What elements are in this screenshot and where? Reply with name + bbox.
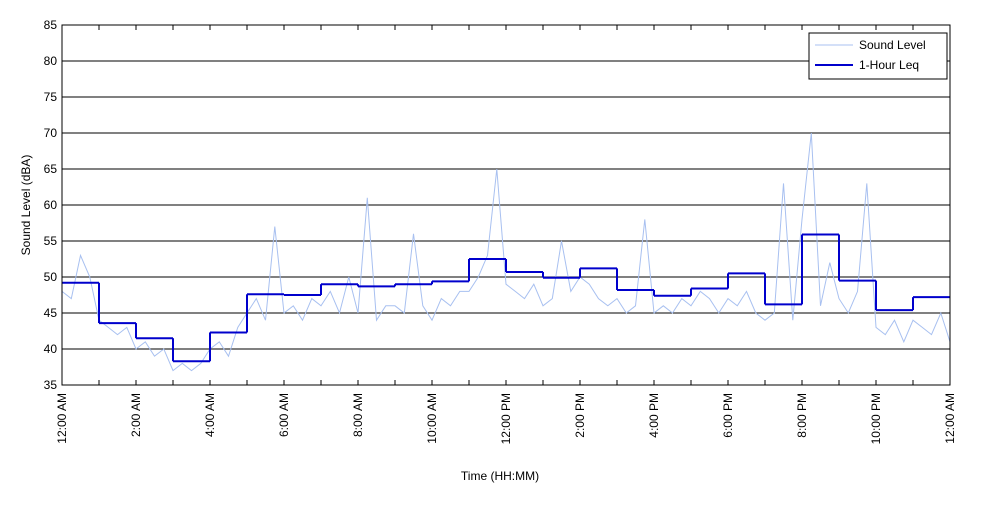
y-tick-label: 65 [44,162,58,176]
step-line [62,233,950,363]
legend-box [808,32,948,80]
x-tick-label: 4:00 AM [203,393,217,437]
plot-frame [61,24,951,386]
x-tick-label: 6:00 AM [277,393,291,437]
y-tick-label: 60 [44,198,58,212]
x-tick-label: 6:00 PM [721,393,735,438]
y-axis-label: Sound Level (dBA) [19,155,33,256]
x-tick-label: 2:00 PM [573,393,587,438]
y-tick-label: 35 [44,378,58,392]
x-tick-label: 10:00 PM [869,393,883,444]
x-tick-label: 12:00 AM [943,393,957,444]
y-tick-label: 70 [44,126,58,140]
x-tick-label: 12:00 PM [499,393,513,444]
x-axis-label: Time (HH:MM) [461,469,539,483]
y-tick-label: 80 [44,54,58,68]
y-tick-label: 45 [44,306,58,320]
y-tick-label: 55 [44,234,58,248]
y-tick-label: 85 [44,18,58,32]
x-tick-label: 8:00 PM [795,393,809,438]
legend-label: Sound Level [859,38,926,52]
y-tick-label: 75 [44,90,58,104]
x-tick-label: 8:00 AM [351,393,365,437]
x-tick-label: 4:00 PM [647,393,661,438]
x-tick-label: 2:00 AM [129,393,143,437]
x-tick-label: 10:00 AM [425,393,439,444]
legend-label: 1-Hour Leq [859,58,919,72]
y-tick-label: 50 [44,270,58,284]
y-tick-label: 40 [44,342,58,356]
x-tick-label: 12:00 AM [55,393,69,444]
